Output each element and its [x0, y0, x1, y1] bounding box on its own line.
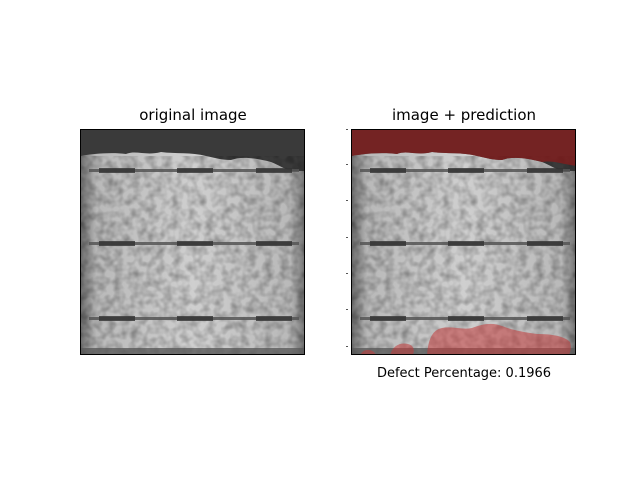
defect-percentage-caption: Defect Percentage: 0.1966 — [376, 366, 552, 381]
y-tick — [346, 164, 348, 165]
original-image — [80, 129, 305, 355]
defect-region-bottom-left-small — [360, 349, 376, 354]
defect-region-top — [352, 130, 575, 166]
prediction-overlay-image — [351, 129, 576, 355]
defect-region-bottom — [427, 323, 571, 354]
left-panel-title: original image — [139, 106, 247, 124]
y-tick — [346, 200, 348, 201]
defect-region-bottom-left — [390, 343, 414, 354]
solar-cell-image-with-overlay — [352, 130, 575, 354]
solar-cell-image — [81, 130, 304, 354]
right-panel-title: image + prediction — [391, 106, 537, 124]
y-tick — [346, 129, 348, 130]
y-tick — [346, 273, 348, 274]
y-tick — [346, 309, 348, 310]
y-tick — [346, 237, 348, 238]
y-tick — [346, 346, 348, 347]
